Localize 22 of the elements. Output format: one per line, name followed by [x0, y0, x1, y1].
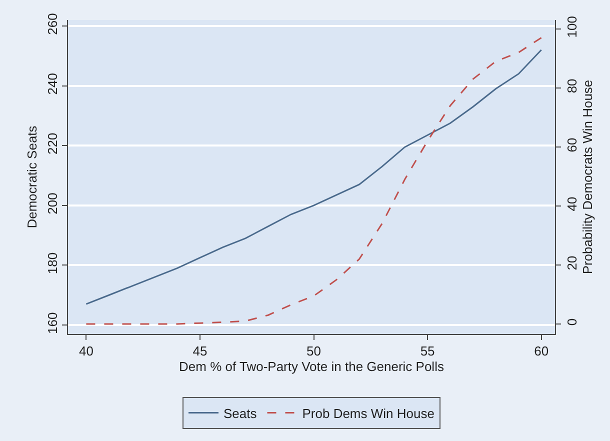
y-tick-label: 180 — [44, 252, 60, 274]
y-tick-label: 260 — [44, 13, 60, 35]
y2-axis-title: Probability Democrats Win House — [580, 80, 596, 274]
y2-tick-label: 60 — [564, 138, 580, 152]
y-tick-label: 160 — [44, 312, 60, 334]
legend-label: Prob Dems Win House — [302, 406, 434, 421]
x-tick-label: 40 — [78, 344, 94, 359]
y2-tick-label: 80 — [564, 78, 580, 94]
y-tick-label: 220 — [44, 132, 60, 154]
x-tick-label: 45 — [192, 344, 208, 359]
x-tick-label: 50 — [306, 344, 322, 359]
x-axis-title: Dem % of Two-Party Vote in the Generic Polls — [179, 359, 444, 374]
x-tick-label: 55 — [420, 344, 435, 359]
x-tick-label: 60 — [534, 344, 549, 359]
y2-tick-label: 0 — [564, 318, 580, 326]
legend-label: Seats — [224, 406, 258, 421]
y-tick-label: 200 — [44, 192, 60, 214]
y-tick-label: 240 — [44, 72, 60, 95]
y2-tick-label: 20 — [564, 256, 580, 270]
y2-tick-label: 40 — [564, 196, 580, 212]
y-axis-title: Democratic Seats — [24, 125, 40, 228]
y2-tick-label: 100 — [564, 16, 580, 38]
